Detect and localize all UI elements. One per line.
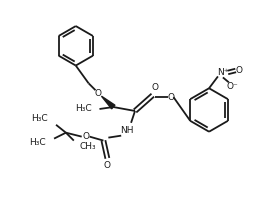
Text: O: O	[151, 83, 158, 92]
Text: O: O	[95, 89, 102, 98]
Text: N⁺: N⁺	[217, 68, 229, 77]
Text: H₃C: H₃C	[32, 114, 48, 123]
Polygon shape	[101, 96, 115, 109]
Text: O: O	[104, 161, 111, 170]
Text: O: O	[167, 93, 174, 102]
Text: O: O	[235, 66, 242, 75]
Text: CH₃: CH₃	[80, 142, 96, 151]
Text: O: O	[82, 132, 89, 141]
Text: O⁻: O⁻	[227, 82, 239, 91]
Text: H₃C: H₃C	[30, 138, 46, 147]
Text: H₃C: H₃C	[75, 105, 92, 113]
Text: NH: NH	[120, 126, 134, 135]
